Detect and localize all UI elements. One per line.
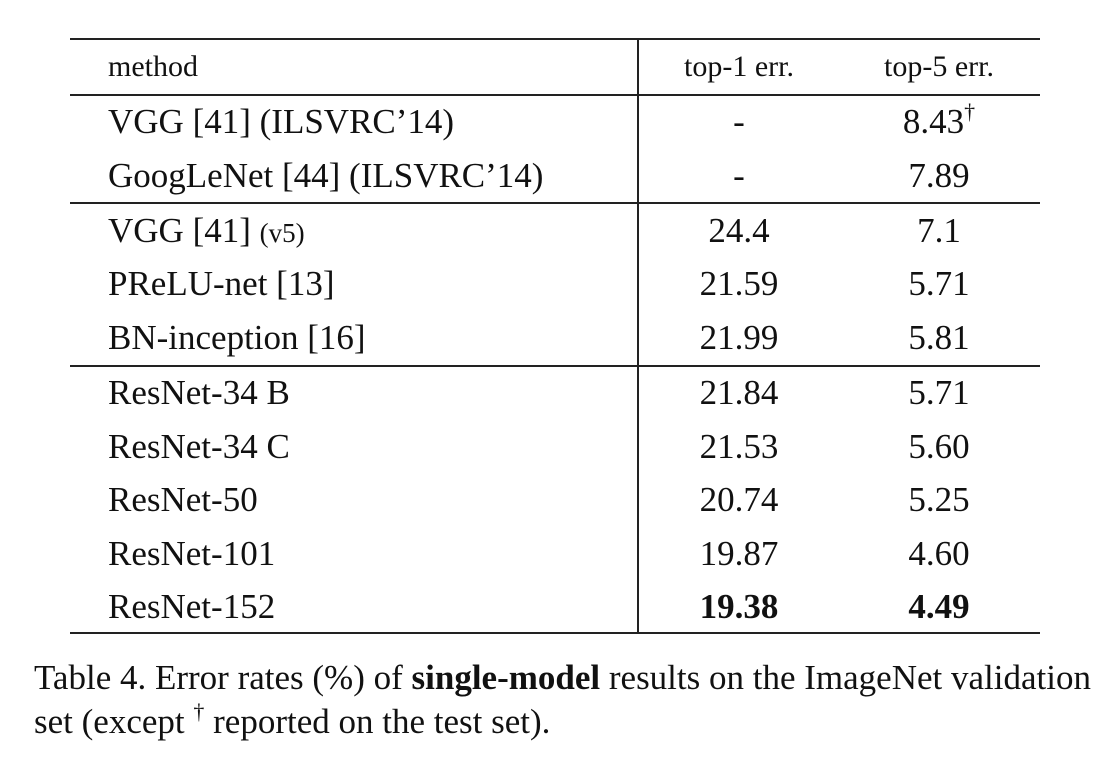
caption-prefix: Table 4. Error rates (%) of [34,658,412,697]
method-cell: VGG [41] (ILSVRC’14) [108,102,455,141]
method-cell: ResNet-34 B [108,373,290,412]
method-cell: PReLU-net [13] [108,264,335,303]
top1-cell: 21.59 [699,264,779,303]
method-cell: BN-inception [16] [108,318,366,357]
top5-cell: 7.89 [908,156,970,195]
top1-cell: 21.99 [699,318,779,357]
caption-bold: single-model [411,658,601,697]
method-cell: ResNet-34 C [108,427,290,466]
top5-cell: 4.60 [908,534,970,573]
dagger-mark: † [964,99,976,124]
table-header-rule [70,94,1040,96]
table-group1-rule [70,202,1040,204]
top5-cell: 5.71 [908,264,970,303]
top5-value: 8.43 [902,102,965,141]
top1-cell: 19.87 [699,534,779,573]
top1-cell: 24.4 [708,211,770,250]
method-cell: ResNet-101 [108,534,276,573]
method-cell: GoogLeNet [44] (ILSVRC’14) [108,156,544,195]
top1-cell: 20.74 [699,480,779,519]
header-top5: top-5 err. [884,50,994,83]
method-cell: VGG [41] (v5) [108,213,305,248]
table-top-rule [70,38,1040,40]
table-caption: Table 4. Error rates (%) of single-model… [34,656,1094,744]
caption-middle: results on the ImageNet validation set (… [34,658,1091,741]
top1-cell: 21.84 [699,373,779,412]
top5-cell: 4.49 [908,587,970,626]
method-cell: ResNet-152 [108,587,276,626]
header-method: method [108,50,198,83]
header-top1: top-1 err. [684,50,794,83]
table-group2-rule [70,365,1040,367]
top5-cell: 5.81 [908,318,970,357]
method-note: (v5) [259,218,305,248]
table-bottom-rule [70,632,1040,634]
top5-cell: 5.60 [908,427,970,466]
caption-suffix: reported on the test set). [204,702,551,741]
top5-cell: 7.1 [917,211,961,250]
top1-cell: 21.53 [699,427,779,466]
top1-cell: - [733,156,745,195]
top5-cell: 8.43† [902,101,975,141]
caption-dagger: † [193,699,205,724]
method-name: VGG [41] [108,211,251,250]
top1-cell: - [733,102,745,141]
top1-cell: 19.38 [699,587,779,626]
top5-cell: 5.71 [908,373,970,412]
top5-cell: 5.25 [908,480,970,519]
method-cell: ResNet-50 [108,480,258,519]
table-column-divider [637,38,639,634]
